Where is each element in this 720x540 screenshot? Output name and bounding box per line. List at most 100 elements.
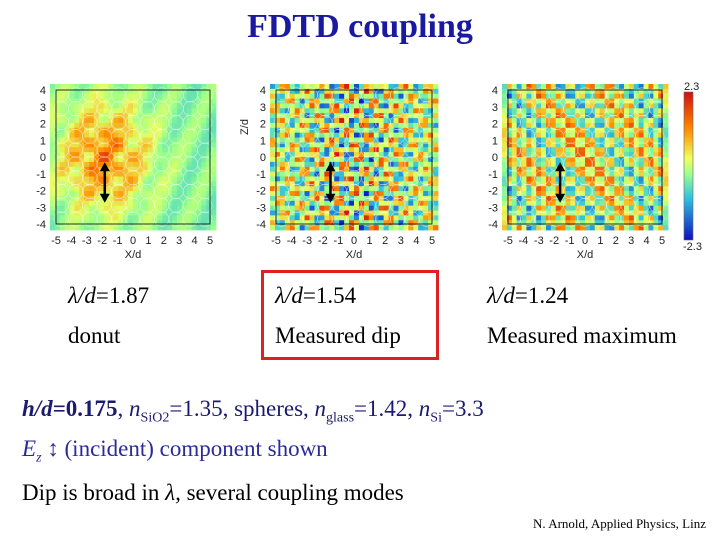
heatmap-cell bbox=[604, 84, 610, 90]
sphere-outline bbox=[360, 183, 377, 200]
heatmap-cell bbox=[79, 113, 85, 119]
heatmap-cell bbox=[398, 195, 404, 202]
heatmap-cell bbox=[433, 147, 439, 153]
heatmap-cell bbox=[378, 191, 385, 197]
heatmap-cell bbox=[575, 195, 581, 202]
heatmap-cell bbox=[502, 191, 508, 197]
heatmap-cell bbox=[118, 118, 124, 124]
heatmap-cell bbox=[648, 108, 654, 114]
heatmap-cell bbox=[388, 176, 394, 182]
sphere-outline bbox=[419, 101, 435, 117]
heatmap-cell bbox=[521, 152, 527, 158]
heatmap-cell bbox=[580, 186, 586, 192]
heatmap-cell bbox=[314, 220, 320, 226]
heatmap-cell bbox=[383, 88, 389, 95]
heatmap-cell bbox=[294, 157, 301, 163]
heatmap-cell bbox=[162, 118, 168, 124]
heatmap-cell bbox=[653, 205, 659, 211]
heatmap-cell bbox=[653, 127, 659, 134]
heatmap-cell bbox=[172, 103, 178, 109]
heatmap-cell bbox=[74, 171, 80, 177]
heatmap-cell bbox=[589, 210, 596, 216]
heatmap-cell bbox=[50, 132, 56, 138]
heatmap-cell bbox=[349, 142, 355, 148]
heatmap-cell bbox=[172, 157, 178, 163]
heatmap-cell bbox=[506, 147, 513, 153]
heatmap-cell bbox=[536, 215, 542, 221]
heatmap-cell bbox=[408, 88, 414, 95]
sphere-outline bbox=[505, 197, 521, 213]
heatmap-cell bbox=[604, 108, 610, 114]
heatmap-cell bbox=[324, 113, 330, 119]
heatmap-cell bbox=[506, 191, 513, 197]
heatmap-cell bbox=[319, 118, 325, 124]
heatmap-cell bbox=[624, 195, 630, 202]
heatmap-cell bbox=[284, 161, 291, 168]
heatmap-cell bbox=[172, 88, 178, 95]
heatmap-cell bbox=[98, 118, 105, 124]
heatmap-cell bbox=[334, 88, 340, 95]
heatmap-cell bbox=[550, 176, 557, 182]
heatmap-cell bbox=[358, 127, 365, 134]
heatmap-cell bbox=[368, 220, 375, 226]
heatmap-cell bbox=[378, 215, 385, 221]
heatmap-cell bbox=[580, 98, 586, 104]
heatmap-cell bbox=[329, 103, 335, 109]
heatmap-cell bbox=[314, 210, 320, 216]
heatmap-cell bbox=[274, 147, 281, 153]
heatmap-cell bbox=[619, 98, 625, 104]
heatmap-cell bbox=[555, 205, 561, 211]
heatmap-cell bbox=[511, 132, 518, 138]
heatmap-cell bbox=[84, 108, 90, 114]
heatmap-cell bbox=[103, 127, 109, 134]
heatmap-cell bbox=[299, 84, 305, 90]
heatmap-cell bbox=[555, 215, 561, 221]
heatmap-cell bbox=[585, 88, 591, 95]
heatmap-cell bbox=[304, 181, 310, 187]
heatmap-cell bbox=[147, 171, 153, 177]
heatmap-cell bbox=[93, 171, 100, 177]
sphere-outline bbox=[649, 114, 665, 131]
sphere-outline bbox=[360, 114, 377, 131]
heatmap-cell bbox=[349, 166, 355, 172]
heatmap-cell bbox=[368, 157, 375, 163]
heatmap-cell bbox=[585, 191, 591, 197]
heatmap-cell bbox=[628, 171, 635, 177]
heatmap-cell bbox=[299, 171, 305, 177]
sphere-outline bbox=[96, 142, 112, 158]
heatmap-cell bbox=[167, 93, 173, 99]
heatmap-cell bbox=[506, 205, 513, 211]
sphere-outline bbox=[606, 101, 622, 117]
heatmap-cell bbox=[89, 225, 95, 231]
heatmap-cell bbox=[368, 88, 375, 95]
heatmap-cell bbox=[334, 176, 340, 182]
heatmap-cell bbox=[274, 220, 281, 226]
heatmap-cell bbox=[147, 220, 153, 226]
heatmap-cell bbox=[339, 176, 345, 182]
heatmap-cell bbox=[418, 161, 424, 168]
heatmap-cell bbox=[609, 98, 615, 104]
heatmap-cell bbox=[201, 108, 207, 114]
heatmap-cell bbox=[368, 205, 375, 211]
sphere-outline bbox=[419, 142, 435, 158]
heatmap-cell bbox=[393, 122, 399, 129]
heatmap-cell bbox=[570, 137, 576, 143]
heatmap-cell bbox=[545, 181, 552, 187]
heatmap-cell bbox=[418, 84, 424, 90]
heatmap-cell bbox=[658, 195, 664, 202]
heatmap-cell bbox=[604, 181, 610, 187]
heatmap-cell bbox=[413, 186, 419, 192]
heatmap-cell bbox=[648, 210, 654, 216]
heatmap-cell bbox=[643, 137, 649, 143]
x-axis-label: X/d bbox=[125, 249, 142, 261]
heatmap-cell bbox=[565, 181, 571, 187]
heatmap-cell bbox=[118, 137, 124, 143]
heatmap-cell bbox=[176, 93, 183, 99]
heatmap-cell bbox=[599, 103, 605, 109]
heatmap-cell bbox=[118, 157, 124, 163]
heatmap-cell bbox=[118, 200, 124, 207]
heatmap-cell bbox=[93, 205, 100, 211]
heatmap-cell bbox=[284, 84, 291, 90]
sphere-outlines bbox=[505, 87, 665, 227]
heatmap-cell bbox=[152, 142, 158, 148]
